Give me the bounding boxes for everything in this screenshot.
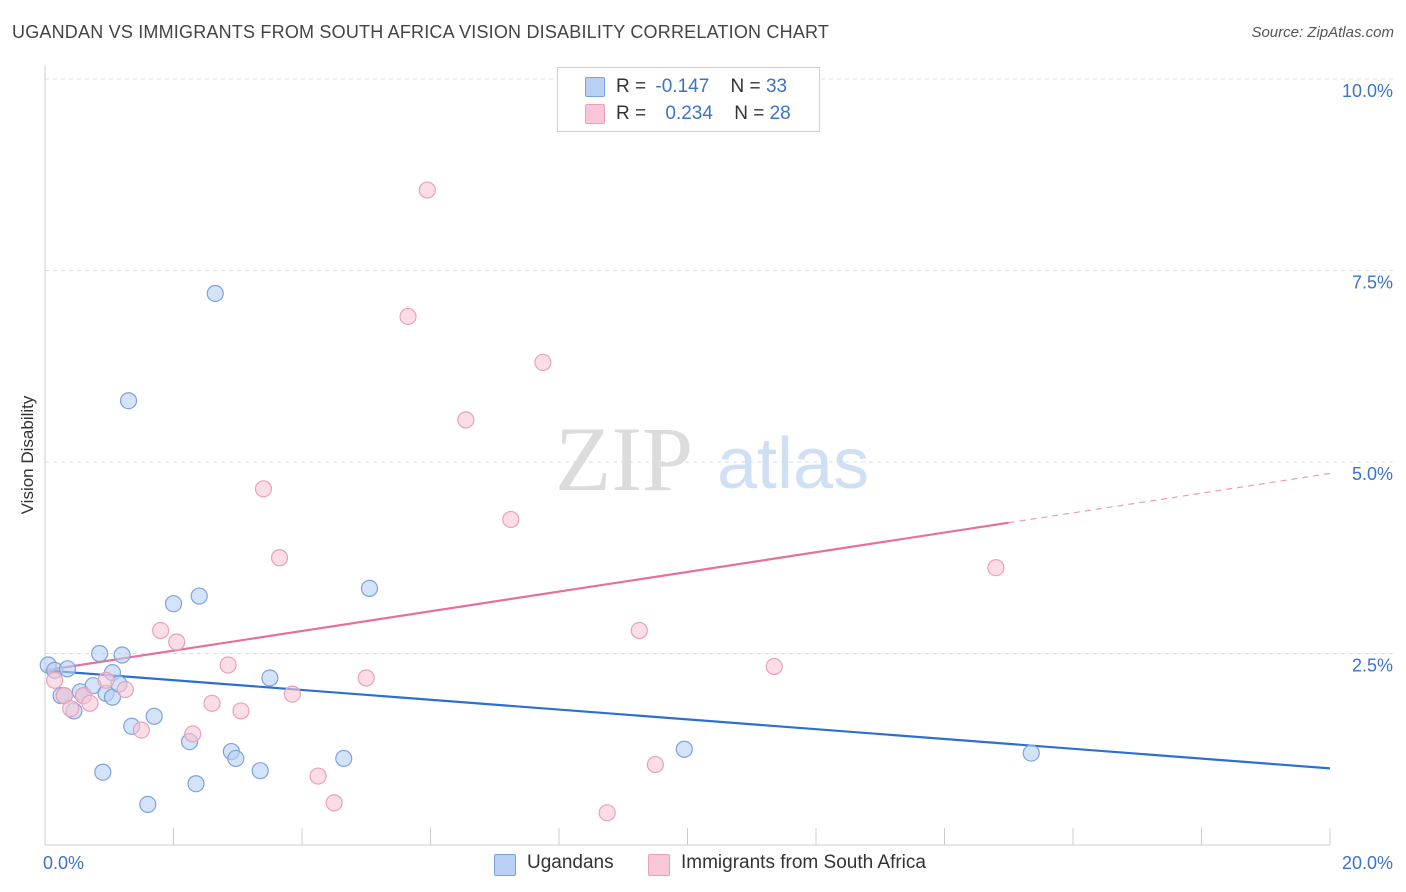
data-point bbox=[357, 669, 375, 687]
data-point bbox=[534, 353, 552, 372]
data-point bbox=[116, 680, 134, 699]
stats-box: R = -0.147 N = 33 R = 0.234 N = 28 bbox=[557, 67, 820, 132]
data-points bbox=[39, 181, 1040, 822]
data-point bbox=[184, 725, 202, 743]
stats-swatch-ugandans bbox=[585, 77, 605, 97]
data-point bbox=[139, 795, 157, 814]
data-point bbox=[206, 284, 224, 303]
data-point bbox=[457, 411, 475, 429]
watermark: ZIP atlas bbox=[555, 408, 869, 510]
chart-title: UGANDAN VS IMMIGRANTS FROM SOUTH AFRICA … bbox=[12, 22, 830, 42]
stats-r-value: 0.234 bbox=[665, 103, 713, 124]
data-point bbox=[251, 762, 269, 780]
data-point bbox=[598, 804, 616, 822]
data-point bbox=[360, 579, 379, 597]
data-point bbox=[62, 700, 80, 718]
data-point bbox=[765, 657, 783, 676]
x-tick-label: 20.0% bbox=[1342, 853, 1393, 873]
data-point bbox=[227, 749, 245, 768]
watermark-zip: ZIP bbox=[555, 408, 693, 510]
data-point bbox=[399, 307, 417, 326]
legend-swatch-ugandans bbox=[494, 854, 516, 876]
stats-n-label: N = bbox=[734, 103, 765, 124]
axes bbox=[44, 66, 1331, 846]
data-point bbox=[190, 587, 208, 605]
data-point bbox=[46, 671, 64, 689]
trend-lines bbox=[44, 472, 1331, 770]
stats-n-value: 28 bbox=[769, 103, 791, 124]
stats-swatch-south-africa bbox=[585, 104, 605, 124]
data-point bbox=[113, 646, 131, 664]
data-point bbox=[232, 702, 250, 720]
data-point bbox=[91, 644, 109, 663]
stats-r-label: R = bbox=[616, 76, 647, 97]
data-point bbox=[309, 767, 327, 785]
x-tick-label: 0.0% bbox=[43, 853, 84, 873]
data-point bbox=[119, 392, 138, 410]
watermark-atlas: atlas bbox=[717, 424, 869, 504]
legend-item-south-africa[interactable]: Immigrants from South Africa bbox=[648, 852, 926, 876]
data-point bbox=[335, 749, 353, 768]
data-point bbox=[283, 685, 301, 703]
source-label: Source: ZipAtlas.com bbox=[1251, 24, 1394, 41]
stats-row-ugandans: R = -0.147 N = 33 bbox=[616, 76, 787, 98]
data-point bbox=[630, 621, 648, 640]
data-point bbox=[502, 510, 520, 529]
data-point bbox=[219, 656, 237, 674]
data-point bbox=[132, 721, 150, 739]
data-point bbox=[58, 660, 77, 678]
trend-line-south-africa bbox=[44, 521, 1009, 672]
trend-line-extension bbox=[1008, 472, 1331, 524]
data-point bbox=[261, 669, 279, 687]
stats-r-label: R = bbox=[616, 103, 647, 124]
data-point bbox=[168, 633, 186, 651]
trend-line-ugandans bbox=[44, 669, 1331, 770]
stats-n-label: N = bbox=[730, 76, 761, 97]
data-point bbox=[675, 740, 693, 758]
data-point bbox=[94, 763, 112, 781]
y-tick-label: 2.5% bbox=[1352, 656, 1393, 676]
data-point bbox=[254, 480, 273, 498]
data-point bbox=[1022, 744, 1040, 762]
data-point bbox=[81, 694, 99, 712]
data-point bbox=[646, 755, 664, 774]
data-point bbox=[164, 595, 183, 613]
y-tick-label: 7.5% bbox=[1352, 273, 1393, 293]
legend-label-ugandans: Ugandans bbox=[527, 852, 614, 873]
data-point bbox=[987, 559, 1005, 577]
data-point bbox=[187, 775, 205, 793]
stats-r-value: -0.147 bbox=[655, 76, 710, 97]
data-point bbox=[203, 694, 221, 712]
data-point bbox=[325, 794, 343, 812]
legend-swatch-south-africa bbox=[648, 854, 670, 876]
data-point bbox=[152, 621, 170, 640]
data-point bbox=[97, 671, 115, 689]
y-axis-label: Vision Disability bbox=[18, 395, 37, 515]
data-point bbox=[418, 181, 436, 199]
y-tick-label: 10.0% bbox=[1342, 81, 1393, 101]
grid-lines bbox=[45, 78, 1393, 654]
stats-row-south-africa: R = 0.234 N = 28 bbox=[616, 103, 791, 125]
legend-label-south-africa: Immigrants from South Africa bbox=[681, 852, 926, 873]
data-point bbox=[145, 707, 163, 725]
legend: Ugandans Immigrants from South Africa bbox=[0, 852, 1406, 878]
data-point bbox=[270, 549, 289, 567]
stats-n-value: 33 bbox=[765, 76, 788, 97]
legend-item-ugandans[interactable]: Ugandans bbox=[494, 852, 614, 876]
y-tick-label: 5.0% bbox=[1352, 464, 1393, 484]
tick-labels: 2.5% 5.0% 7.5% 10.0% 0.0% 20.0% bbox=[43, 81, 1393, 873]
